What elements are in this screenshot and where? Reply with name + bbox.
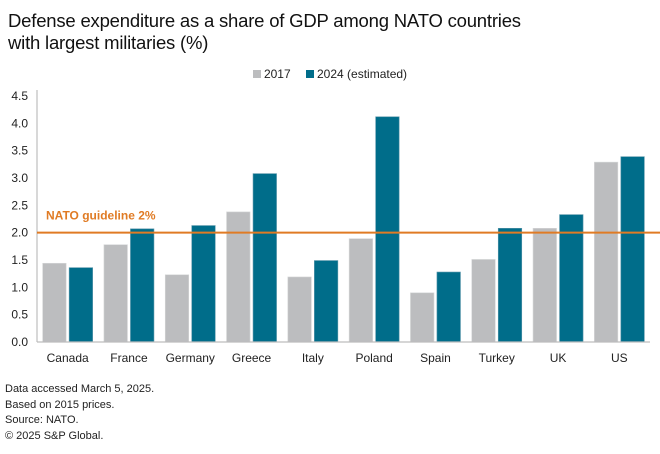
y-tick-label: 0.0 [11,335,28,349]
legend-swatch-2017 [252,70,261,78]
bar-us-2024 [620,156,645,343]
bar-uk-2017 [532,227,557,343]
bar-france-2024 [130,228,155,343]
y-tick-label: 4.5 [11,89,28,103]
y-tick-label: 1.5 [11,253,28,267]
bar-canada-2024 [68,267,93,343]
bar-turkey-2017 [471,259,496,343]
x-tick-label: Canada [47,351,89,365]
chart-legend: 2017 2024 (estimated) [0,67,660,81]
y-tick-label: 1.0 [11,280,28,294]
bar-canada-2017 [42,262,67,343]
nato-guideline-label: NATO guideline 2% [46,209,156,223]
footnote-source: Source: NATO. [5,414,79,426]
chart-title: Defense expenditure as a share of GDP am… [8,10,521,54]
bar-uk-2024 [559,214,584,343]
x-tick-label: Turkey [479,351,515,365]
bar-us-2017 [594,161,619,343]
legend-label-2017: 2017 [263,67,291,81]
y-tick-label: 4.0 [11,116,28,130]
bar-italy-2017 [287,276,312,343]
bar-spain-2017 [410,292,435,343]
x-tick-label: Italy [302,351,324,365]
x-tick-label: US [611,351,628,365]
bar-turkey-2024 [497,227,523,343]
chart-title-line-2: with largest militaries (%) [8,32,209,53]
legend-item-2024: 2024 (estimated) [306,67,407,81]
bar-greece-2024 [252,173,277,343]
x-tick-label: France [110,351,148,365]
chart-title-line-1: Defense expenditure as a share of GDP am… [8,10,521,31]
bar-france-2017 [103,244,128,343]
bar-poland-2017 [348,238,373,343]
bar-germany-2017 [164,274,190,343]
y-tick-label: 3.5 [11,144,28,158]
footnote-copyright: © 2025 S&P Global. [5,429,104,442]
bar-greece-2017 [226,211,251,343]
y-tick-label: 3.0 [11,171,28,185]
x-tick-label: UK [550,351,567,365]
y-tick-label: 2.5 [11,198,28,212]
footnote-data-accessed: Data accessed March 5, 2025. [5,383,155,395]
x-tick-label: Poland [355,351,392,365]
bar-italy-2024 [314,260,339,343]
footnotes: Data accessed March 5, 2025. Based on 20… [5,382,154,444]
bar-spain-2024 [436,271,461,343]
legend-label-2024: 2024 (estimated) [317,67,408,81]
x-tick-label: Germany [166,351,215,365]
footnote-prices: Based on 2015 prices. [5,398,115,411]
y-tick-label: 2.0 [11,226,28,240]
y-tick-label: 0.5 [11,308,28,322]
legend-swatch-2024 [306,70,314,78]
x-tick-label: Greece [232,351,272,365]
legend-item-2017: 2017 [252,67,291,81]
bar-germany-2024 [191,225,216,343]
x-tick-label: Spain [420,351,451,365]
bar-poland-2024 [375,116,400,343]
